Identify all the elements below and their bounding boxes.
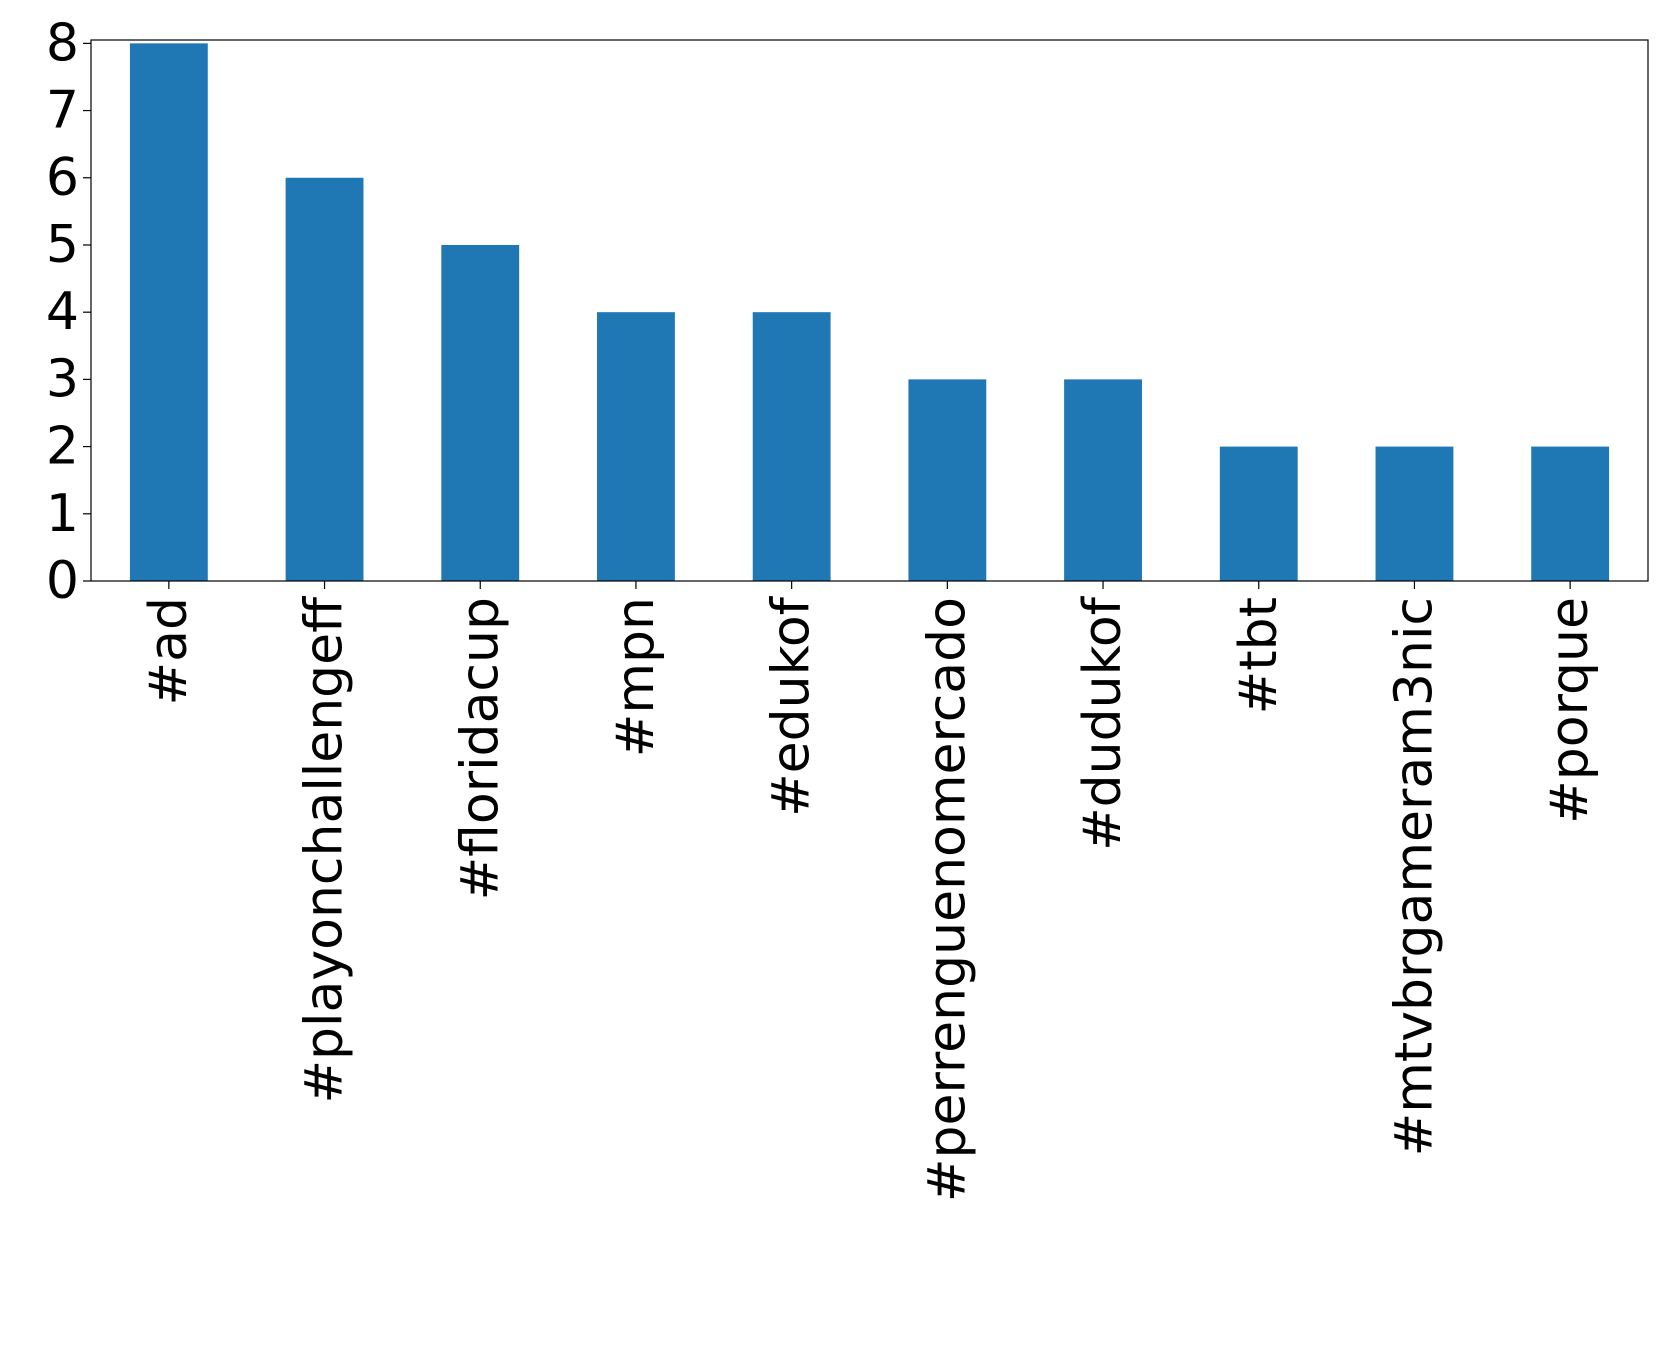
y-tick-label: 0 bbox=[46, 551, 79, 611]
y-tick-label: 1 bbox=[46, 484, 79, 544]
y-tick-label: 5 bbox=[46, 215, 79, 275]
x-tick-label: #perrenguenomercado bbox=[917, 597, 977, 1202]
x-tick-label: #mpn bbox=[606, 597, 666, 757]
x-tick-label: #edukof bbox=[762, 595, 822, 817]
x-tick-label: #mtvbrgameram3nic bbox=[1384, 597, 1444, 1156]
x-tick-label: #playonchallengeff bbox=[295, 596, 355, 1104]
bar bbox=[1531, 446, 1610, 581]
bar bbox=[1219, 446, 1298, 581]
x-tick-label: #floridacup bbox=[450, 597, 510, 900]
bar bbox=[908, 379, 987, 581]
bar bbox=[752, 312, 831, 581]
bar bbox=[441, 244, 520, 581]
bar bbox=[597, 312, 675, 581]
y-tick-label: 3 bbox=[46, 349, 79, 409]
x-tick-label: #porque bbox=[1540, 597, 1600, 824]
bar bbox=[1375, 446, 1454, 581]
y-tick-label: 7 bbox=[46, 81, 79, 141]
y-tick-label: 6 bbox=[46, 148, 79, 208]
bar bbox=[129, 43, 208, 582]
x-tick-label: #dudukof bbox=[1073, 595, 1133, 851]
x-tick-label: #tbt bbox=[1229, 597, 1289, 714]
x-tick-label: #ad bbox=[139, 597, 199, 705]
y-tick-label: 8 bbox=[46, 13, 79, 73]
bar bbox=[285, 177, 364, 581]
y-tick-label: 2 bbox=[46, 417, 79, 477]
plot-frame bbox=[90, 39, 1649, 582]
bar bbox=[1064, 379, 1142, 581]
y-tick-label: 4 bbox=[46, 282, 79, 342]
